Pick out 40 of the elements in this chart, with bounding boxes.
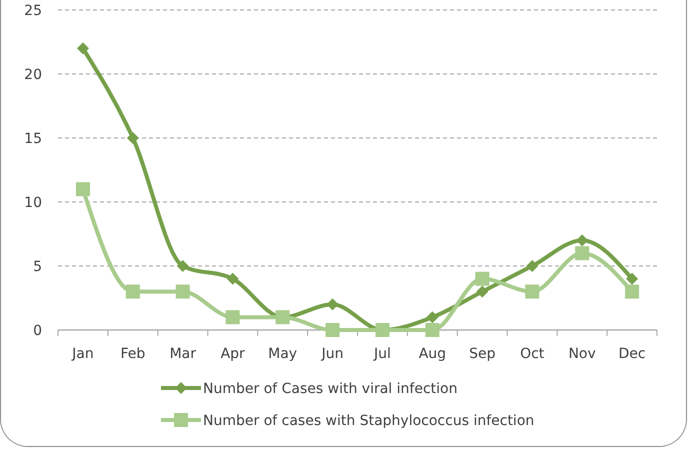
x-tick-label: Feb [120,346,146,362]
x-tick-label: Oct [520,346,545,362]
point [525,284,540,299]
point [625,284,640,299]
y-tick-label: 25 [24,2,42,19]
x-tick-label: Mar [170,346,196,362]
point [626,272,638,285]
y-tick-label: 0 [33,322,42,339]
legend-label: Number of cases with Staphylococcus infection [203,412,534,429]
point [426,311,438,324]
point [326,298,339,310]
y-tick-label: 10 [24,194,42,211]
x-tick-label: Apr [220,346,246,362]
legend-label: Number of Cases with viral infection [203,380,458,397]
point [176,284,190,299]
point [126,284,140,299]
x-tick-label: Dec [618,346,646,362]
x-tick-label: May [268,346,298,362]
x-tick-label: Sep [469,346,496,362]
point [76,42,89,54]
x-tick-label: Jan [71,346,94,362]
y-tick-label: 20 [24,66,42,83]
point [526,260,538,272]
point [226,272,239,285]
x-tick-label: Jun [320,346,344,362]
y-tick-label: 5 [33,258,42,275]
point [226,310,240,324]
point [575,246,590,260]
point [76,182,90,196]
y-tick-label: 15 [24,130,42,147]
point [326,323,340,337]
point [475,272,490,286]
point [425,323,440,337]
point [126,132,139,144]
x-tick-label: Nov [568,346,596,362]
point [476,286,488,298]
x-tick-label: Jul [373,346,391,362]
x-tick-label: Aug [418,346,446,362]
point [176,260,189,272]
point [576,234,588,246]
